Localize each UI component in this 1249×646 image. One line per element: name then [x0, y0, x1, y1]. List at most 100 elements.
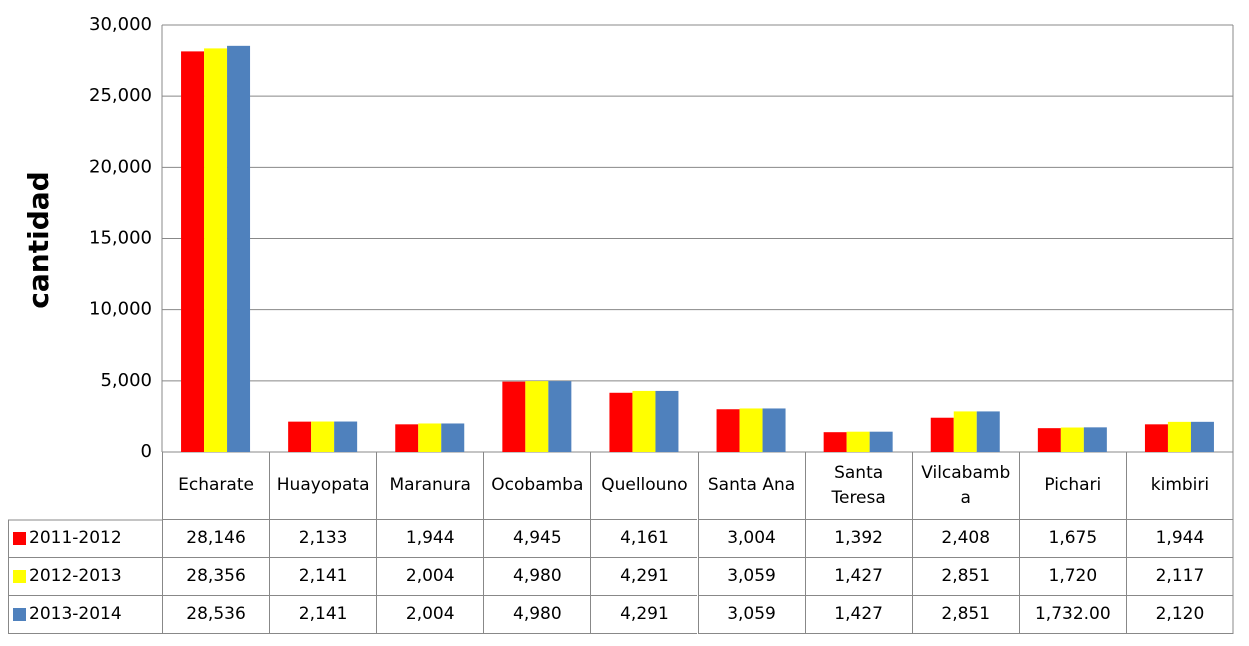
- bar: [548, 381, 572, 452]
- bar: [953, 411, 977, 452]
- data-label: 2,141: [269, 596, 377, 634]
- data-label: 4,980: [483, 596, 591, 634]
- data-label: 1,427: [804, 596, 912, 634]
- bar: [502, 381, 526, 452]
- data-label-text: 4,291: [620, 566, 669, 586]
- y-axis-label: cantidad: [22, 171, 55, 308]
- category-label: Echarate: [162, 452, 270, 520]
- bar: [441, 423, 465, 452]
- bar: [716, 409, 740, 452]
- data-label: 2,120: [1125, 596, 1233, 634]
- y-tick-label: 25,000: [89, 85, 152, 106]
- bar: [1060, 427, 1084, 452]
- category-label: Ocobamba: [483, 452, 591, 520]
- data-label-text: 2,851: [941, 604, 991, 624]
- data-label: 1,732.00: [1018, 596, 1126, 634]
- data-label-text: 2,004: [405, 566, 455, 586]
- legend-text: 2013-2014: [29, 604, 122, 624]
- data-label: 2,851: [911, 596, 1019, 634]
- y-tick-label: 20,000: [89, 156, 152, 177]
- bar: [823, 432, 847, 452]
- category-label-text: Santa Teresa: [831, 462, 886, 508]
- data-label: 4,161: [590, 520, 698, 558]
- category-label: Quellouno: [590, 452, 698, 520]
- data-label-text: 1,944: [405, 528, 455, 548]
- data-label-text: 1,675: [1048, 528, 1098, 548]
- data-label: 2,851: [911, 558, 1019, 596]
- category-label-text: Santa Ana: [707, 475, 796, 495]
- bar: [976, 411, 1000, 452]
- bar: [418, 423, 442, 452]
- data-label: 2,133: [269, 520, 377, 558]
- y-tick-label: 0: [141, 441, 152, 462]
- data-label-text: 3,059: [727, 566, 776, 586]
- bar: [181, 51, 205, 452]
- data-label-text: 1,944: [1155, 528, 1205, 548]
- bar: [1167, 421, 1191, 452]
- category-label: Santa Ana: [697, 452, 805, 520]
- bar: [1083, 427, 1107, 452]
- data-label: 28,146: [162, 520, 270, 558]
- bar: [739, 408, 763, 452]
- bar: [525, 381, 549, 452]
- bar: [204, 48, 228, 453]
- data-label: 4,291: [590, 558, 698, 596]
- legend-entry: 2012-2013: [8, 558, 162, 596]
- data-label-text: 1,427: [834, 604, 883, 624]
- legend-swatch: [13, 532, 26, 545]
- category-label: Pichari: [1018, 452, 1126, 520]
- data-label: 1,944: [376, 520, 484, 558]
- bar: [655, 390, 679, 452]
- bar: [334, 421, 358, 452]
- data-label: 28,536: [162, 596, 270, 634]
- legend-text: 2011-2012: [29, 528, 122, 548]
- bar: [1037, 428, 1061, 452]
- data-label-text: 1,392: [834, 528, 883, 548]
- data-label-text: 4,291: [620, 604, 669, 624]
- data-label: 3,059: [697, 596, 805, 634]
- category-label: Santa Teresa: [804, 452, 912, 520]
- data-label-text: 2,004: [405, 604, 455, 624]
- bar: [1144, 424, 1168, 452]
- bar: [930, 417, 954, 452]
- category-label-text: kimbiri: [1150, 475, 1210, 495]
- data-label: 2,004: [376, 596, 484, 634]
- data-label-text: 4,980: [513, 604, 562, 624]
- bar: [288, 421, 312, 452]
- data-label-text: 28,146: [186, 528, 246, 548]
- data-label-text: 4,980: [513, 566, 562, 586]
- bar: [762, 408, 786, 452]
- data-label: 4,945: [483, 520, 591, 558]
- y-tick-label: 15,000: [89, 228, 152, 249]
- data-label-text: 2,408: [941, 528, 991, 548]
- category-label: Vilcabamba: [911, 452, 1019, 520]
- data-label-text: 2,851: [941, 566, 991, 586]
- data-label-text: 2,117: [1155, 566, 1205, 586]
- data-label: 1,944: [1125, 520, 1233, 558]
- y-tick-label: 10,000: [89, 299, 152, 320]
- category-label-text: Vilcabamba: [921, 462, 1011, 508]
- data-label-text: 3,004: [727, 528, 776, 548]
- data-label-text: 3,059: [727, 604, 776, 624]
- data-label: 1,392: [804, 520, 912, 558]
- category-label-text: Maranura: [389, 475, 471, 495]
- data-label-text: 28,356: [186, 566, 246, 586]
- legend-entry: 2013-2014: [8, 596, 162, 634]
- bar: [632, 390, 656, 452]
- bar: [395, 424, 419, 452]
- category-label: Maranura: [376, 452, 484, 520]
- data-label-text: 4,161: [620, 528, 669, 548]
- bar: [1190, 421, 1214, 452]
- category-label-text: Echarate: [178, 475, 254, 495]
- bar: [869, 431, 893, 452]
- data-label-text: 1,720: [1048, 566, 1098, 586]
- bar: [311, 421, 335, 452]
- legend-entry: 2011-2012: [8, 520, 162, 558]
- legend-swatch: [13, 570, 26, 583]
- bar: [227, 45, 251, 453]
- data-label-text: 2,120: [1155, 604, 1205, 624]
- data-label: 1,720: [1018, 558, 1126, 596]
- data-label: 2,408: [911, 520, 1019, 558]
